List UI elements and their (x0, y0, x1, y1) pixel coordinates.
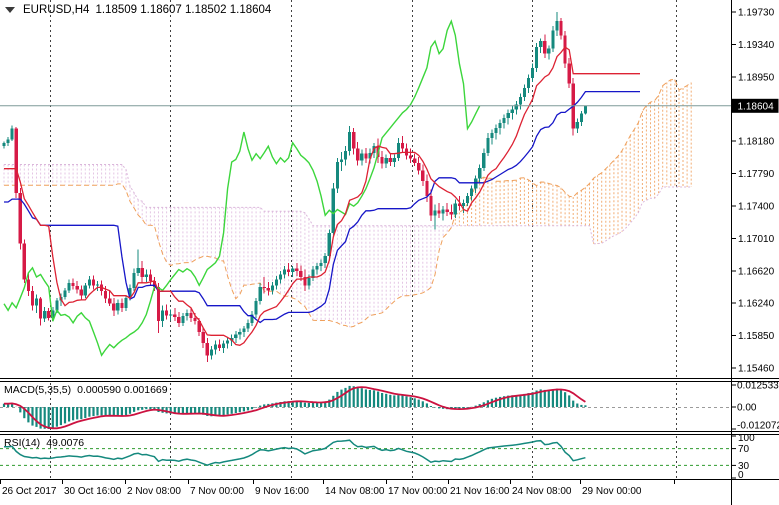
chart-title: EURUSD,H4 1.18509 1.18607 1.18502 1.18604 (5, 4, 271, 16)
tenkan-sen-line (4, 46, 640, 346)
macd-name: MACD(5,35,5) (4, 384, 72, 396)
macd-values: 0.000590 0.001669 (77, 384, 168, 396)
ohlc-values: 1.18509 1.18607 1.18502 1.18604 (95, 4, 272, 16)
senkou-a-line (4, 78, 692, 328)
macd-signal-line (4, 386, 586, 430)
time-axis-label: 30 Oct 16:00 (64, 486, 122, 497)
time-axis-label: 2 Nov 08:00 (127, 486, 181, 497)
time-axis-label: 17 Nov 00:00 (388, 486, 448, 497)
current-price-label: 1.18604 (732, 98, 779, 113)
time-axis-label: 7 Nov 00:00 (190, 486, 244, 497)
rsi-axis-label: 70 (738, 444, 750, 455)
chikou-span-line (3, 19, 481, 357)
rsi-name: RSI(14) (4, 437, 41, 449)
rsi-indicator-label: RSI(14) 49.0076 (4, 437, 84, 449)
rsi-value: 49.0076 (46, 437, 85, 449)
macd-axis: 0.012533 0.00 -0.012072 (731, 381, 779, 432)
price-axis-label: 1.18950 (738, 73, 775, 84)
rsi-panel (0, 439, 731, 466)
time-axis-label: 24 Nov 08:00 (512, 486, 572, 497)
rsi-axis-label: 100 (738, 433, 755, 444)
rsi-axis-label: 0 (738, 470, 744, 481)
price-axis-label: 1.16240 (738, 298, 775, 309)
macd-axis-label: 0.00 (737, 403, 757, 414)
macd-indicator-label: MACD(5,35,5) 0.000590 0.001669 (4, 384, 168, 396)
price-axis-label: 1.15460 (738, 363, 775, 374)
time-axis-label: 21 Nov 16:00 (450, 486, 510, 497)
current-price-value: 1.18604 (738, 101, 775, 112)
time-axis: 26 Oct 2017 30 Oct 16:00 2 Nov 08:00 7 Nov … (0, 480, 675, 497)
macd-axis-label: 0.012533 (737, 381, 779, 392)
price-axis-label: 1.17400 (738, 202, 775, 213)
time-axis-label: 9 Nov 16:00 (255, 486, 309, 497)
kijun-sen-line (4, 90, 640, 324)
price-axis-label: 1.18180 (738, 137, 775, 148)
price-axis-label: 1.17010 (738, 234, 775, 245)
time-axis-label: 14 Nov 08:00 (325, 486, 385, 497)
chart-dropdown-icon[interactable] (5, 7, 15, 13)
price-axis-label: 1.19340 (738, 40, 775, 51)
chikou-line (3, 19, 481, 357)
time-axis-label: 26 Oct 2017 (2, 486, 57, 497)
rsi-axis-label: 30 (738, 461, 750, 472)
price-axis-label: 1.19730 (738, 8, 775, 19)
price-axis-label: 1.17790 (738, 169, 775, 180)
time-axis-label: 29 Nov 00:00 (582, 486, 642, 497)
grid-lines (50, 0, 677, 478)
kijun-sen-line (4, 90, 640, 324)
price-axis-label: 1.16620 (738, 267, 775, 278)
symbol-period-label: EURUSD,H4 (23, 4, 90, 16)
price-axis-label: 1.15850 (738, 331, 775, 342)
macd-axis-label: -0.012072 (737, 421, 779, 432)
price-axis: 1.19730 1.19340 1.18950 1.18180 1.17790 1.174… (731, 8, 775, 374)
macd-panel (0, 385, 731, 430)
rsi-line (3, 439, 586, 466)
candlestick-series (2, 12, 587, 362)
senkou-b-line (4, 164, 692, 245)
tenkan-sen-line (4, 46, 640, 346)
